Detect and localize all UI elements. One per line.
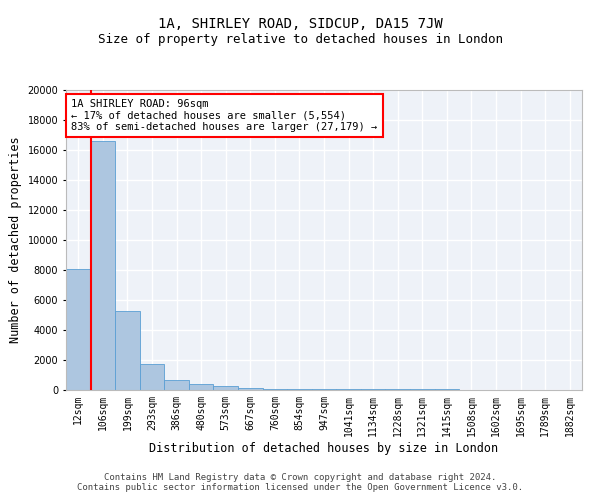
- Bar: [164, 380, 189, 390]
- Bar: [214, 386, 238, 390]
- Bar: [312, 389, 336, 390]
- Bar: [115, 310, 140, 390]
- X-axis label: Distribution of detached houses by size in London: Distribution of detached houses by size …: [149, 442, 499, 454]
- Text: 1A SHIRLEY ROAD: 96sqm
← 17% of detached houses are smaller (5,554)
83% of semi-: 1A SHIRLEY ROAD: 96sqm ← 17% of detached…: [71, 99, 377, 132]
- Bar: [238, 388, 263, 390]
- Bar: [287, 389, 312, 390]
- Bar: [189, 384, 214, 390]
- Y-axis label: Number of detached properties: Number of detached properties: [9, 136, 22, 344]
- Bar: [91, 141, 115, 390]
- Text: Size of property relative to detached houses in London: Size of property relative to detached ho…: [97, 32, 503, 46]
- Bar: [361, 389, 385, 390]
- Bar: [263, 388, 287, 390]
- Bar: [140, 364, 164, 390]
- Text: Contains HM Land Registry data © Crown copyright and database right 2024.
Contai: Contains HM Land Registry data © Crown c…: [77, 473, 523, 492]
- Bar: [66, 268, 91, 390]
- Text: 1A, SHIRLEY ROAD, SIDCUP, DA15 7JW: 1A, SHIRLEY ROAD, SIDCUP, DA15 7JW: [158, 18, 442, 32]
- Bar: [336, 389, 361, 390]
